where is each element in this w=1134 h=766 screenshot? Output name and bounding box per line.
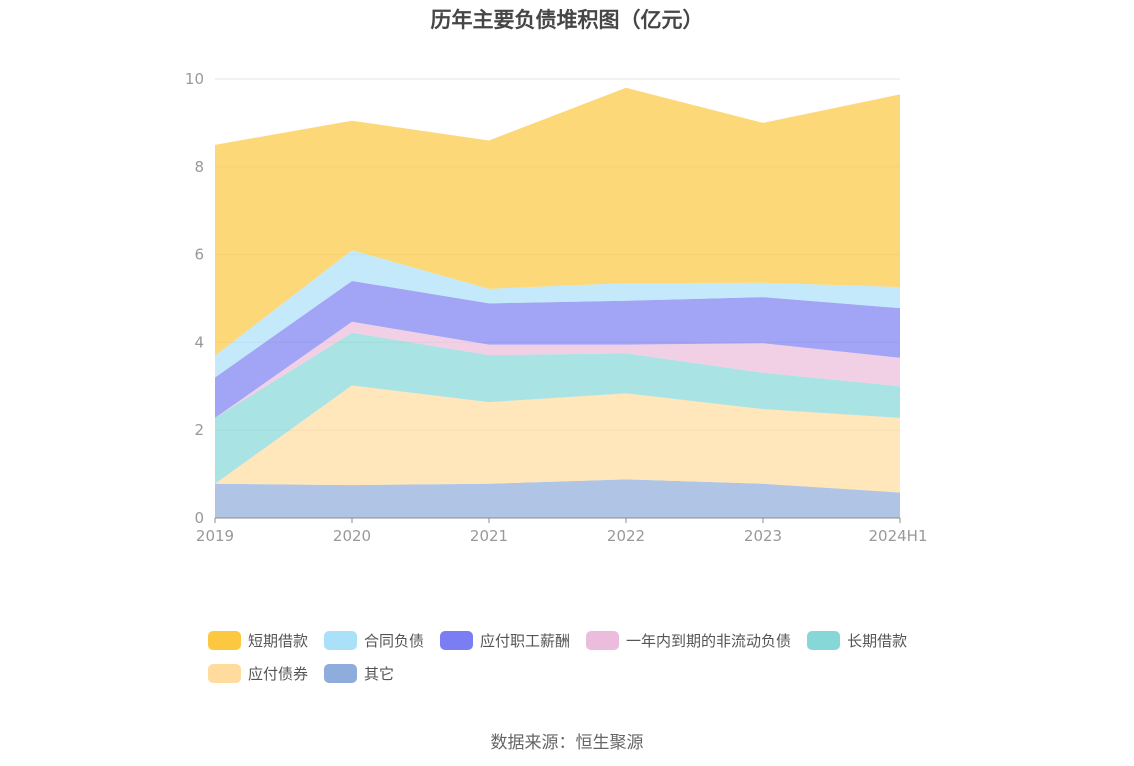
area-series-短期借款 [215, 87, 900, 356]
legend-label: 合同负债 [364, 632, 425, 650]
legend-swatch [324, 631, 358, 650]
x-tick-label: 2022 [607, 527, 645, 545]
legend-item[interactable]: 一年内到期的非流动负债 [586, 630, 791, 651]
legend-swatch [208, 664, 241, 683]
legend-swatch [208, 631, 241, 650]
legend-label: 短期借款 [248, 632, 309, 650]
y-tick-label: 10 [185, 70, 204, 88]
legend-swatch [324, 664, 358, 683]
legend-item[interactable]: 应付职工薪酬 [440, 630, 570, 651]
legend-label: 应付债券 [248, 665, 309, 683]
legend-item[interactable]: 应付债券 [208, 663, 308, 684]
y-tick-label: 4 [194, 333, 204, 351]
y-tick-label: 6 [194, 246, 204, 264]
area-series-应付债券 [215, 385, 900, 493]
area-series-长期借款 [215, 332, 900, 484]
legend-item[interactable]: 长期借款 [807, 630, 907, 651]
area-series-应付职工薪酬 [215, 280, 900, 418]
stacked-area-chart: 0 2 4 6 8 10 2019 2020 2021 2022 2023 2024H1 [185, 70, 928, 545]
y-tick-label: 0 [194, 509, 204, 527]
legend-swatch [440, 631, 474, 650]
x-tick-label: 2020 [333, 527, 371, 545]
legend-label: 一年内到期的非流动负债 [626, 632, 792, 650]
y-tick-label: 2 [194, 421, 204, 439]
area-series-其它 [215, 479, 900, 518]
legend-label: 长期借款 [847, 632, 908, 650]
x-tick-label: 2021 [470, 527, 508, 545]
data-source-note: 数据来源：恒生聚源 [490, 733, 644, 753]
legend-label: 其它 [364, 665, 395, 683]
y-tick-label: 8 [194, 158, 204, 176]
area-series-一年内到期的非流动负债 [215, 321, 900, 418]
legend-label: 应付职工薪酬 [480, 632, 571, 650]
legend-swatch [586, 631, 620, 650]
x-tick-label: 2024H1 [869, 527, 928, 545]
x-tick-label: 2019 [196, 527, 234, 545]
x-tick-label: 2023 [744, 527, 782, 545]
legend-item[interactable]: 其它 [324, 663, 394, 684]
area-series-合同负债 [215, 250, 900, 378]
legend-swatch [807, 631, 841, 650]
chart-legend: 短期借款 合同负债 应付职工薪酬 一年内到期的非流动负债 长期借款应付债券 其它 [208, 630, 948, 684]
legend-item[interactable]: 合同负债 [324, 630, 424, 651]
legend-item[interactable]: 短期借款 [208, 630, 308, 651]
chart-title: 历年主要负债堆积图（亿元） [430, 8, 704, 32]
